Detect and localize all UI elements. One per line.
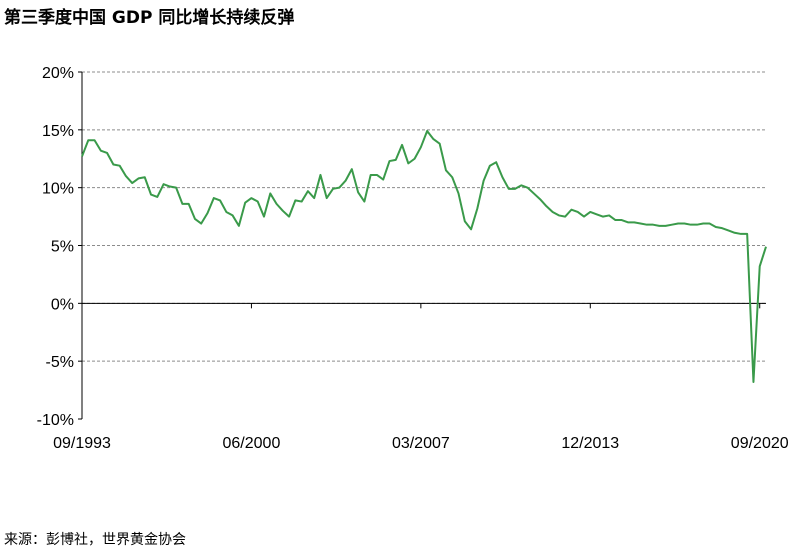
x-tick-label: 06/2000 [223, 435, 281, 452]
series [81, 129, 767, 383]
y-tick-label: 0% [51, 296, 74, 313]
y-tick-label: 20% [42, 65, 74, 82]
source-note: 来源：彭博社，世界黄金协会 [4, 532, 186, 548]
axes [78, 71, 766, 420]
tick-labels: 20% 15% 10% 5% 0% -5% -10% 09/1993 06/2000 03/200… [37, 65, 789, 452]
y-tick-label: 15% [42, 123, 74, 140]
y-tick-label: -10% [37, 412, 74, 429]
y-tick-label: -5% [46, 354, 74, 371]
x-tick-label: 12/2013 [561, 435, 619, 452]
chart-title: 第三季度中国 GDP 同比增长持续反弹 [4, 8, 295, 28]
y-tick-label: 5% [51, 239, 74, 256]
x-tick-label: 03/2007 [392, 435, 450, 452]
series-line-gdp-yoy [81, 129, 767, 383]
x-tick-label: 09/1993 [53, 435, 111, 452]
y-tick-label: 10% [42, 181, 74, 198]
gridlines [82, 71, 766, 362]
x-tick-label: 09/2020 [731, 435, 789, 452]
